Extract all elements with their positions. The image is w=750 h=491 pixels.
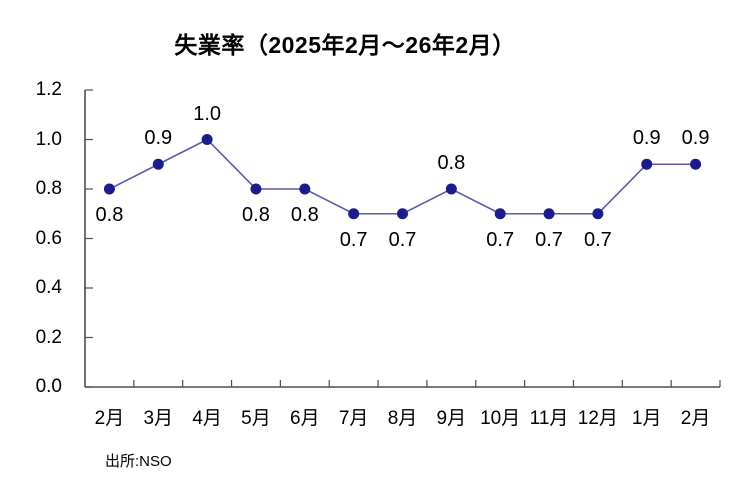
y-tick-label: 1.0 [35, 128, 62, 150]
data-label: 0.9 [681, 127, 710, 150]
x-tick-label: 2月 [680, 408, 711, 429]
data-point-marker [152, 158, 164, 170]
x-tick-label: 10月 [480, 408, 521, 429]
x-tick-label: 6月 [290, 408, 320, 429]
source-note: 出所:NSO [105, 453, 172, 470]
data-point-marker [690, 158, 702, 170]
data-label: 0.7 [339, 228, 368, 251]
data-label: 0.7 [388, 228, 417, 251]
y-tick-label: 0.6 [35, 227, 62, 249]
data-point-marker [299, 183, 311, 195]
data-point-marker [592, 208, 604, 220]
data-label: 0.8 [242, 204, 270, 226]
data-point-marker [348, 208, 360, 220]
x-tick-label: 3月 [143, 408, 174, 429]
data-label: 0.8 [437, 152, 466, 174]
x-tick-label: 4月 [192, 408, 222, 429]
data-label: 0.7 [486, 228, 515, 251]
chart-title: 失業率（2025年2月～26年2月） [174, 32, 516, 58]
y-tick-label: 0.8 [35, 178, 62, 199]
x-tick-label: 2月 [94, 408, 125, 429]
data-label: 0.9 [144, 127, 173, 150]
data-label: 0.9 [632, 127, 661, 150]
x-tick-label: 11月 [529, 408, 569, 429]
data-point-marker [250, 183, 262, 195]
x-tick-label: 5月 [241, 408, 271, 429]
data-point-marker [543, 208, 555, 220]
x-tick-label: 8月 [387, 408, 418, 429]
data-label: 0.7 [583, 228, 612, 251]
y-tick-label: 0.4 [35, 277, 62, 298]
x-tick-label: 1月 [631, 408, 662, 429]
data-point-marker [201, 134, 213, 145]
data-label: 1.0 [193, 102, 222, 125]
x-tick-label: 7月 [338, 408, 369, 429]
data-point-marker [103, 183, 115, 195]
data-label: 0.8 [95, 204, 124, 226]
data-point-marker [641, 158, 653, 170]
x-tick-label: 9月 [436, 408, 467, 429]
x-tick-label: 12月 [577, 408, 618, 429]
y-tick-label: 0.0 [35, 376, 62, 397]
data-label: 0.7 [535, 228, 563, 251]
y-tick-label: 0.2 [35, 326, 62, 348]
data-label: 0.8 [290, 204, 319, 226]
y-tick-label: 1.2 [35, 79, 62, 100]
data-point-marker [494, 208, 506, 220]
data-point-marker [397, 208, 408, 220]
data-point-marker [445, 183, 457, 195]
